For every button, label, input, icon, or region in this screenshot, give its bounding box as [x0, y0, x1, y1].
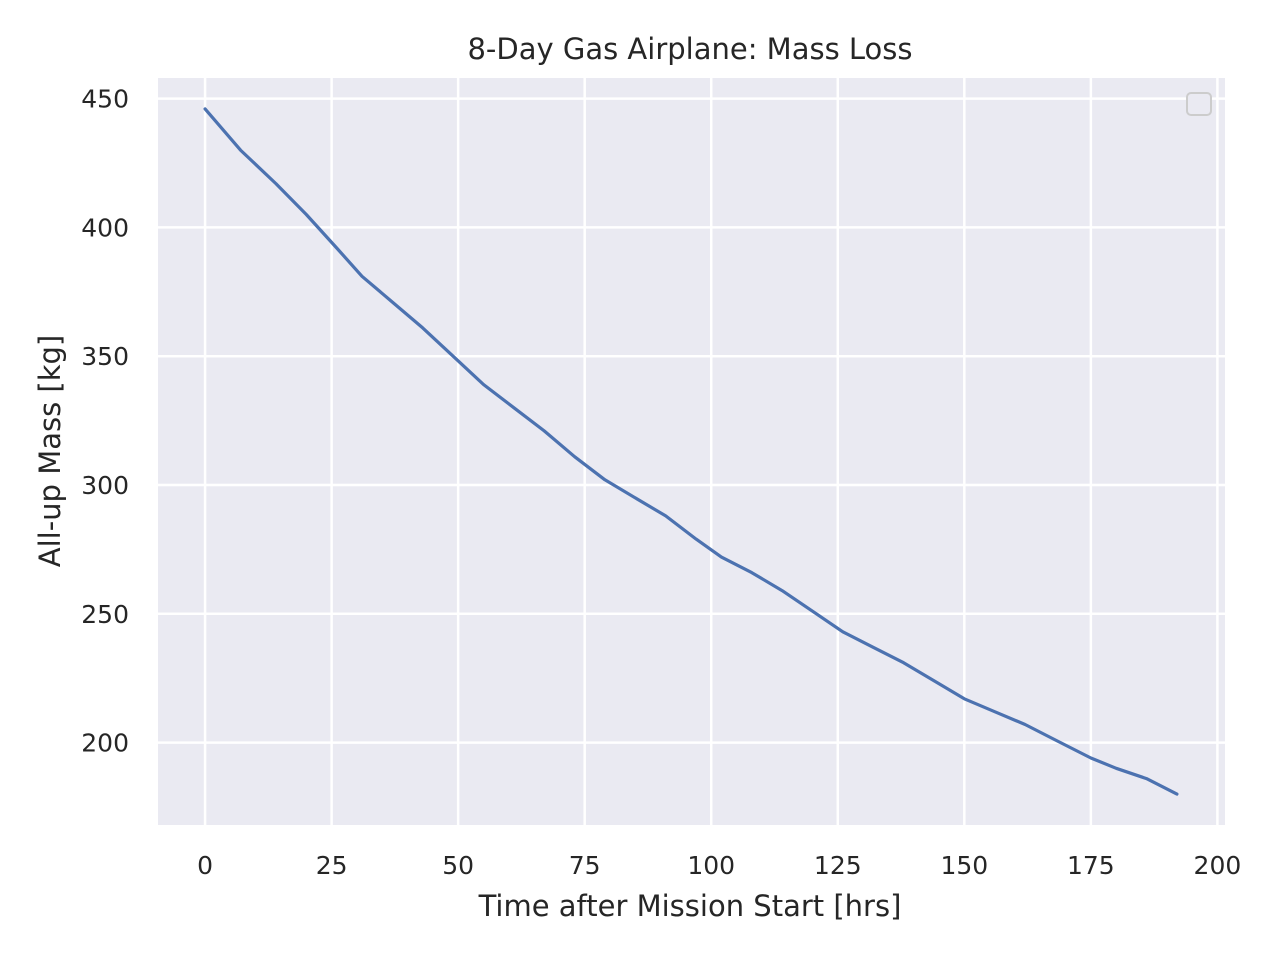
series-layer [203, 107, 1179, 796]
x-tick-label: 150 [940, 851, 988, 880]
y-tick-label: 200 [81, 729, 129, 758]
x-tick-label: 50 [442, 851, 474, 880]
x-axis-label: Time after Mission Start [hrs] [478, 889, 902, 923]
chart-title: 8-Day Gas Airplane: Mass Loss [467, 32, 912, 66]
x-tick-label: 0 [197, 851, 213, 880]
x-tick-label: 175 [1067, 851, 1115, 880]
mass-series-line [203, 107, 1179, 796]
x-tick-label: 200 [1194, 851, 1242, 880]
plot-area [158, 78, 1225, 825]
y-tick-label: 350 [81, 342, 129, 371]
y-axis-ticks: 200 250 300 350 400 450 [81, 85, 129, 758]
y-tick-label: 250 [81, 600, 129, 629]
y-tick-label: 450 [81, 85, 129, 114]
legend-box [1186, 92, 1212, 116]
x-tick-label: 75 [569, 851, 601, 880]
y-tick-label: 300 [81, 471, 129, 500]
y-axis-label: All-up Mass [kg] [33, 335, 67, 567]
x-axis-ticks: 0 25 50 75 100 125 150 175 200 [197, 851, 1241, 880]
y-tick-label: 400 [81, 213, 129, 242]
x-tick-label: 125 [814, 851, 862, 880]
x-tick-label: 25 [316, 851, 348, 880]
x-tick-label: 100 [687, 851, 735, 880]
grid-lines [158, 78, 1225, 825]
